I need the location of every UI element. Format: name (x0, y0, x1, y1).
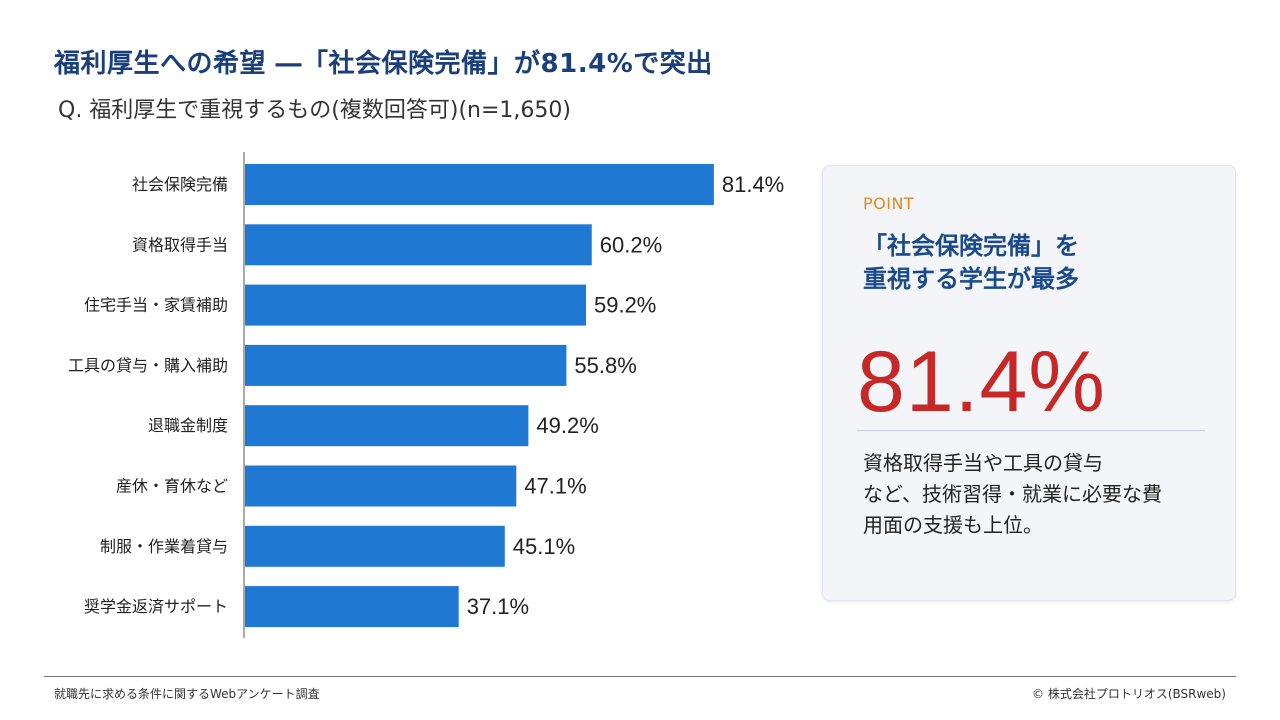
bar (245, 284, 586, 326)
value-label: 59.2% (594, 293, 656, 318)
category-label: 奨学金返済サポート (84, 597, 228, 616)
footer-copyright: © 株式会社プロトリオス(BSRweb) (1032, 687, 1226, 701)
point-panel: POINT 「社会保険完備」を 重視する学生が最多 81.4% 資格取得手当や工… (822, 165, 1236, 601)
value-label: 60.2% (600, 232, 662, 257)
footer-divider (44, 676, 1236, 677)
point-divider (857, 430, 1205, 431)
category-label: 産休・育休など (116, 477, 228, 496)
bar (245, 405, 529, 447)
category-label: 資格取得手当 (132, 235, 228, 254)
bar (245, 344, 567, 386)
category-label: 工具の貸与・購入補助 (68, 356, 228, 375)
bar (245, 164, 714, 205)
value-label: 37.1% (467, 594, 529, 619)
bar (245, 586, 459, 628)
question-subtitle: Q. 福利厚生で重視するもの(複数回答可)(n=1,650) (58, 98, 571, 123)
point-label: POINT (863, 194, 915, 213)
category-label: 社会保険完備 (132, 175, 228, 194)
value-label: 81.4% (722, 172, 784, 197)
category-label: 住宅手当・家賃補助 (84, 296, 228, 315)
point-body-text: 資格取得手当や工具の貸与 など、技術習得・就業に必要な費 用面の支援も上位。 (863, 451, 1162, 537)
bar-chart: 社会保険完備 81.4% 資格取得手当 60.2% 住宅手当・家賃補助 59.2% 工具の貸… (68, 152, 784, 638)
category-label: 退職金制度 (148, 416, 228, 435)
value-label: 45.1% (513, 534, 575, 559)
category-label: 制服・作業着貸与 (100, 537, 228, 556)
bar (245, 465, 517, 507)
value-label: 55.8% (574, 353, 636, 378)
page-title: 福利厚生への希望 ―「社会保険完備」が81.4%で突出 (54, 49, 713, 79)
value-label: 47.1% (524, 474, 586, 499)
footer-source: 就職先に求める条件に関するWebアンケート調査 (54, 687, 320, 701)
bar (245, 525, 505, 567)
value-label: 49.2% (536, 413, 598, 438)
bar (245, 224, 592, 266)
point-headline: 「社会保険完備」を 重視する学生が最多 (863, 232, 1079, 293)
point-big-value: 81.4% (857, 334, 1106, 430)
